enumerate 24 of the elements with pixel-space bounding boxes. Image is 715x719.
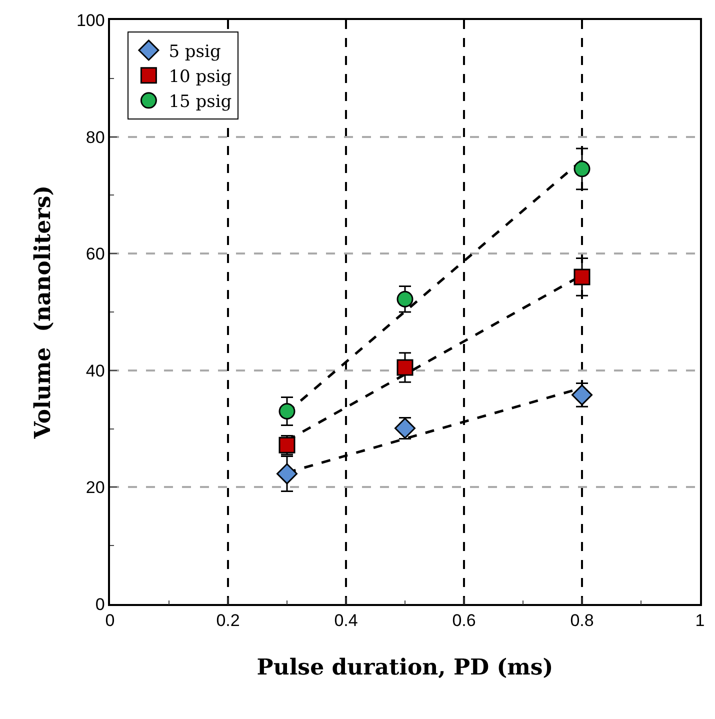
point	[396, 359, 414, 376]
x-tick-label: 0.8	[570, 611, 594, 630]
x-axis-title: Pulse duration, PD (ms)	[256, 654, 554, 681]
x-tick-label: 0.4	[334, 611, 358, 630]
y-tick-label: 20	[86, 478, 105, 498]
y-tick-label: 0	[95, 594, 105, 614]
y-axis-title: Volume (nanoliters)	[30, 185, 56, 440]
legend-label: 5 psig	[168, 42, 221, 62]
point	[394, 418, 416, 439]
x-tick-label: 0.6	[452, 611, 476, 630]
x-tick-label: 1	[695, 611, 705, 630]
point	[396, 290, 414, 308]
legend-label: 10 psig	[168, 66, 232, 87]
y-tick-label: 40	[86, 361, 105, 380]
point	[276, 463, 298, 484]
point	[574, 268, 590, 286]
point	[572, 384, 592, 406]
y-tick-label: 80	[86, 128, 105, 147]
x-tick-label: 0.2	[216, 611, 240, 630]
legend-label: 15 psig	[168, 92, 232, 112]
y-tick-label: 60	[86, 244, 105, 264]
y-tick-label: 100	[76, 10, 105, 30]
point	[278, 403, 296, 420]
point	[574, 160, 590, 178]
